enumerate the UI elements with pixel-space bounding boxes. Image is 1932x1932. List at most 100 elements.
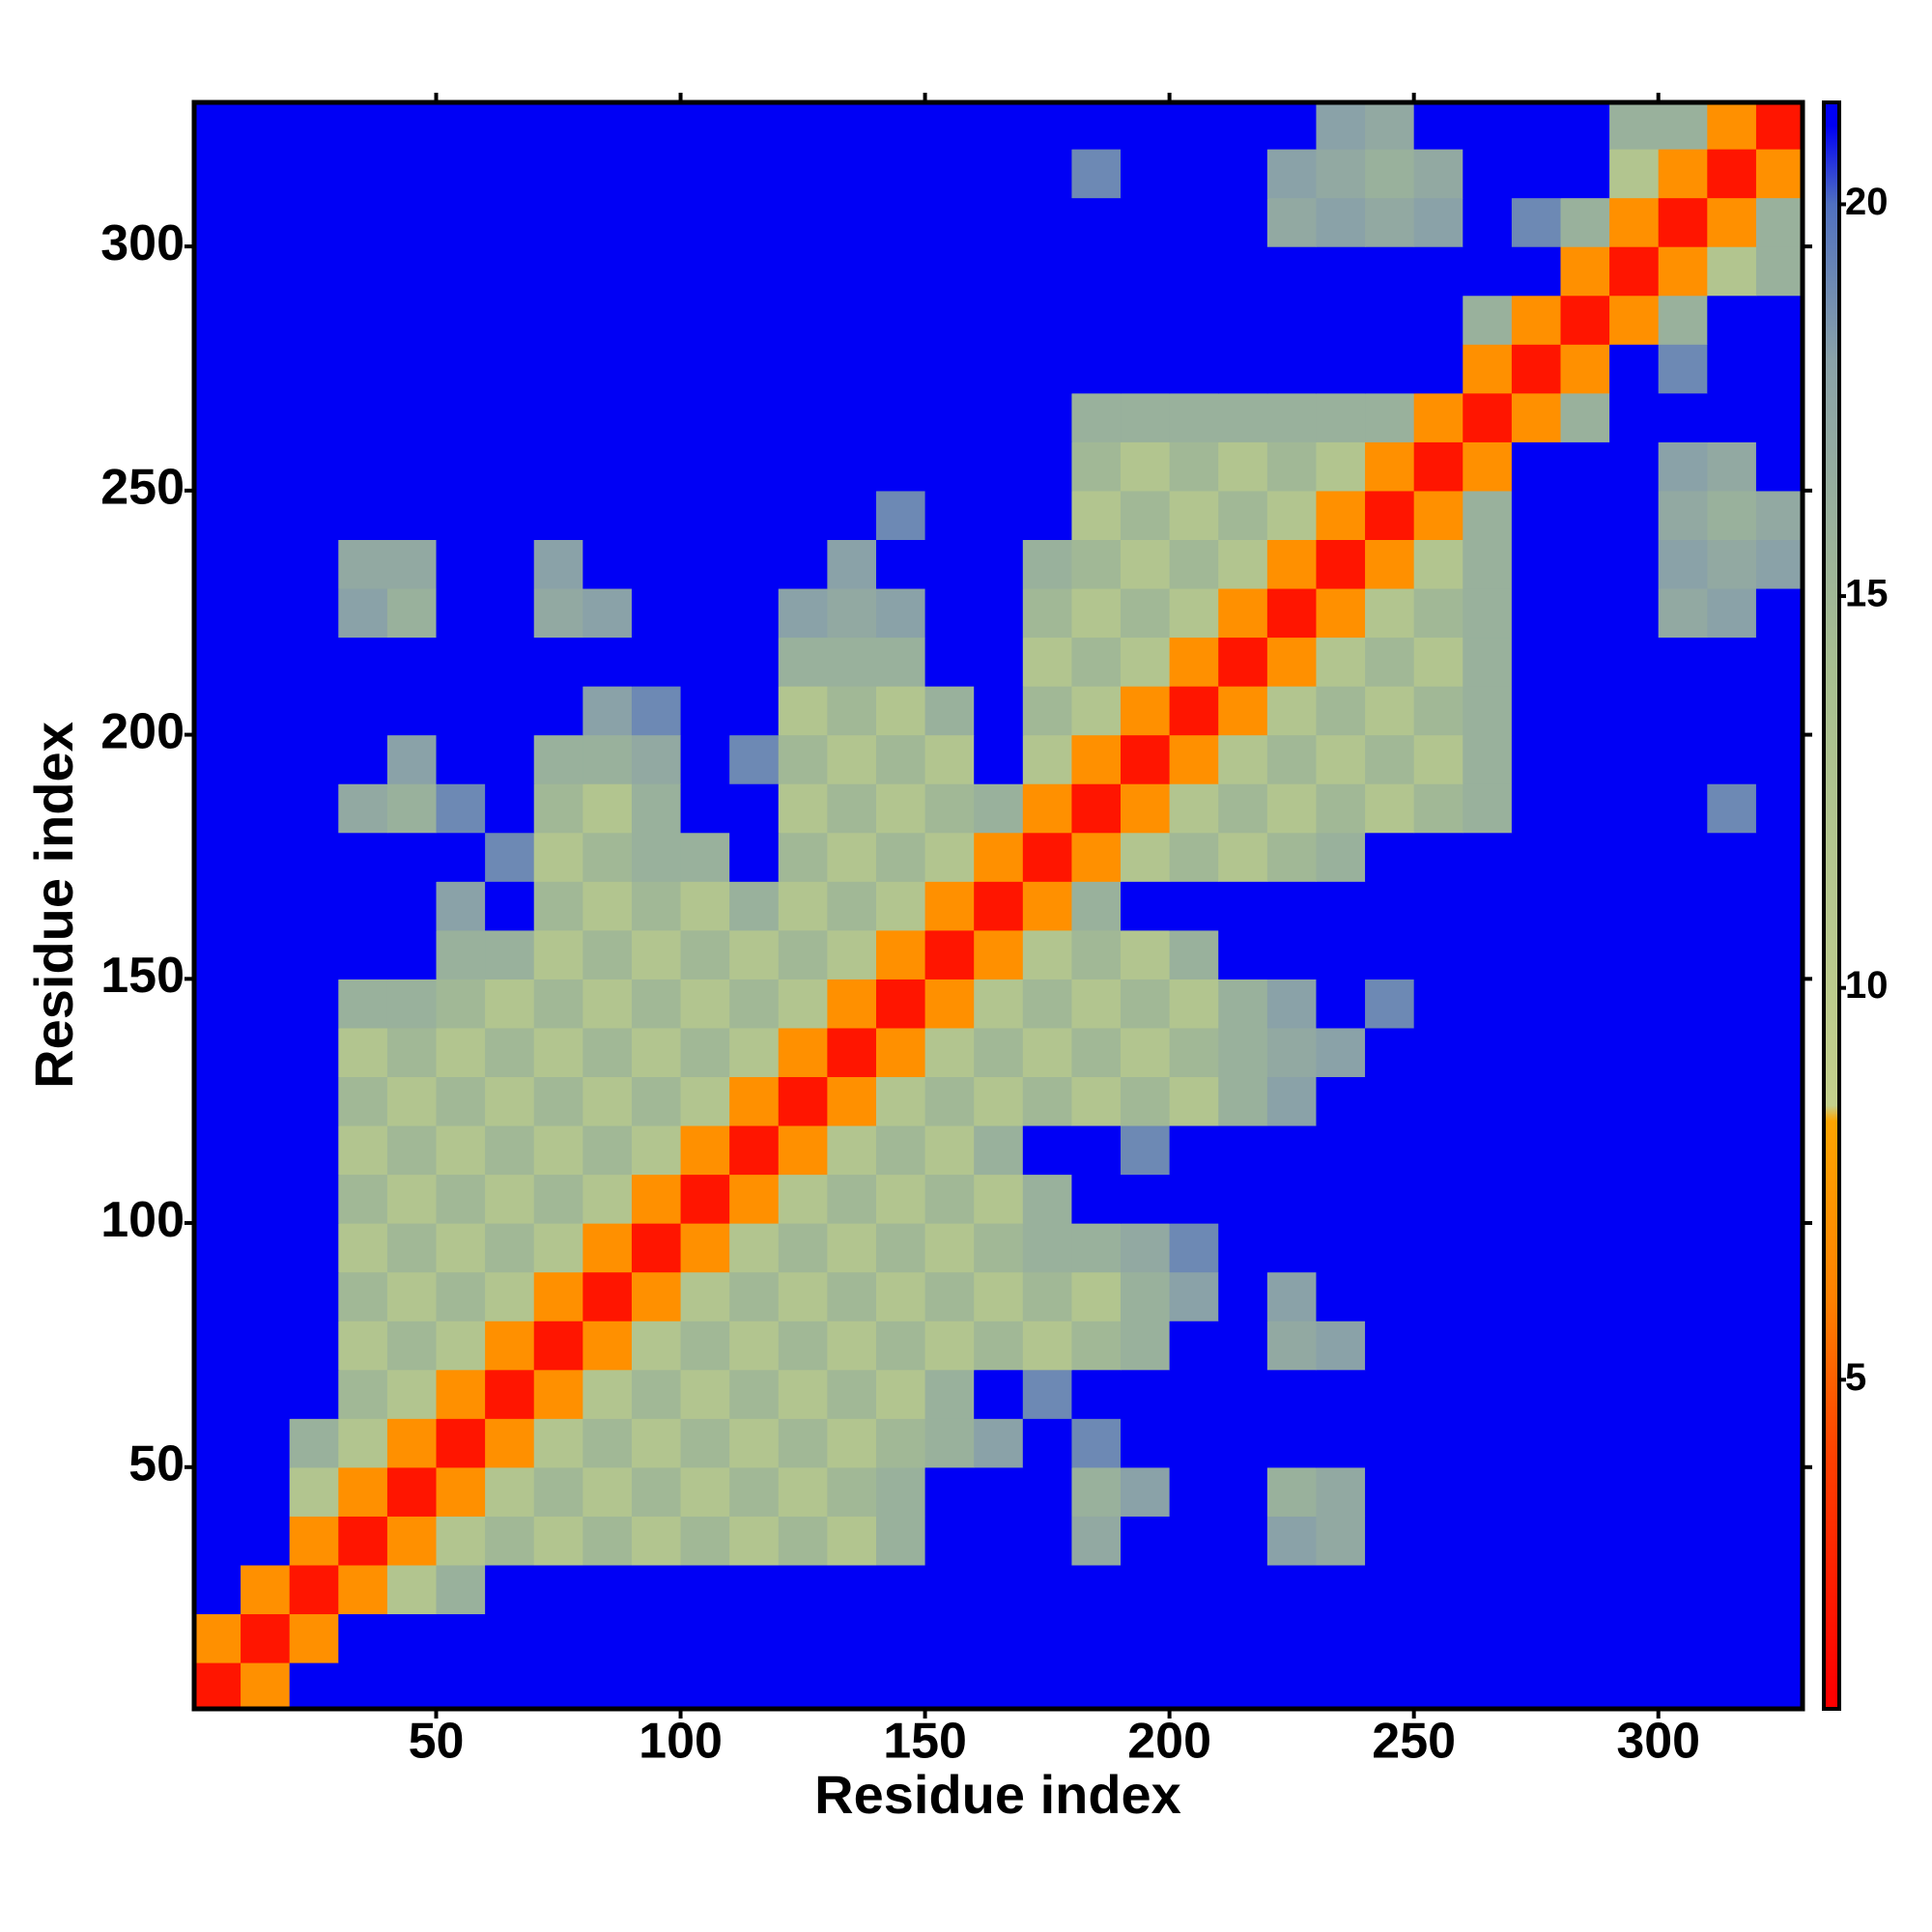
heatmap-cell	[1266, 686, 1318, 736]
heatmap-cell	[533, 295, 583, 345]
heatmap-cell	[194, 539, 242, 589]
heatmap-cell	[778, 929, 828, 980]
heatmap-cell	[875, 929, 926, 980]
heatmap-cell	[974, 1662, 1024, 1709]
heatmap-cell	[1413, 490, 1463, 540]
heatmap-cell	[1266, 392, 1318, 442]
heatmap-cell	[1121, 392, 1171, 442]
heatmap-cell	[1316, 295, 1366, 345]
heatmap-cell	[1169, 1271, 1219, 1321]
heatmap-cell	[827, 1516, 877, 1566]
heatmap-cell	[1560, 832, 1610, 882]
heatmap-cell	[386, 1662, 438, 1709]
heatmap-cell	[1755, 441, 1803, 492]
heatmap-cell	[1609, 1321, 1660, 1371]
heatmap-cell	[875, 246, 926, 297]
heatmap-cell	[1316, 344, 1366, 394]
heatmap-cell	[194, 149, 242, 199]
heatmap-cell	[1560, 392, 1610, 442]
heatmap-cell	[1365, 587, 1415, 639]
heatmap-cell	[778, 1124, 828, 1176]
heatmap-cell	[1266, 441, 1318, 492]
heatmap-cell	[1707, 1027, 1757, 1078]
heatmap-cell	[1609, 1516, 1660, 1566]
heatmap-cell	[1121, 1466, 1171, 1517]
heatmap-cell	[631, 539, 682, 589]
heatmap-cell	[533, 587, 583, 639]
heatmap-cell	[924, 1124, 975, 1176]
heatmap-cell	[875, 392, 926, 442]
heatmap-cell	[875, 881, 926, 931]
heatmap-cell	[974, 197, 1024, 247]
heatmap-cell	[533, 102, 583, 150]
heatmap-cell	[1022, 392, 1073, 442]
heatmap-cell	[1463, 1564, 1513, 1615]
heatmap-cell	[289, 149, 339, 199]
heatmap-cell	[1022, 102, 1073, 150]
heatmap-cell	[1365, 102, 1415, 150]
heatmap-cell	[729, 441, 780, 492]
heatmap-cell	[1463, 490, 1513, 540]
heatmap-cell	[1316, 1662, 1366, 1709]
heatmap-cell	[1658, 929, 1708, 980]
heatmap-cell	[1609, 1174, 1660, 1224]
heatmap-cell	[1658, 490, 1708, 540]
heatmap-cell	[386, 344, 438, 394]
heatmap-cell	[1071, 1418, 1122, 1468]
heatmap-cell	[1022, 929, 1073, 980]
heatmap-cell	[386, 1223, 438, 1273]
heatmap-cell	[680, 637, 730, 687]
heatmap-cell	[1511, 929, 1562, 980]
heatmap-cell	[1511, 686, 1562, 736]
heatmap-cell	[875, 1564, 926, 1615]
heatmap-cell	[1658, 392, 1708, 442]
heatmap-cell	[485, 392, 535, 442]
heatmap-cell	[1121, 102, 1171, 150]
heatmap-cell	[241, 1516, 291, 1566]
heatmap-cell	[1316, 1076, 1366, 1126]
heatmap-cell	[485, 1613, 535, 1663]
heatmap-cell	[485, 832, 535, 882]
heatmap-cell	[1463, 1271, 1513, 1321]
heatmap-cell	[1218, 637, 1268, 687]
heatmap-cell	[338, 490, 388, 540]
heatmap-cell	[1707, 979, 1757, 1029]
heatmap-cell	[386, 637, 438, 687]
heatmap-cell	[1071, 832, 1122, 882]
heatmap-cell	[1266, 734, 1318, 784]
heatmap-cell	[631, 979, 682, 1029]
heatmap-cell	[1413, 734, 1463, 784]
heatmap-cell	[1169, 392, 1219, 442]
heatmap-cell	[924, 734, 975, 784]
heatmap-cell	[680, 149, 730, 199]
heatmap-cell	[1511, 1418, 1562, 1468]
heatmap-cell	[1266, 295, 1318, 345]
heatmap-cell	[1658, 1613, 1708, 1663]
heatmap-cell	[631, 1174, 682, 1224]
heatmap-cell	[386, 1466, 438, 1517]
heatmap-cell	[875, 490, 926, 540]
heatmap-cell	[289, 295, 339, 345]
heatmap-cell	[1755, 1564, 1803, 1615]
heatmap-cell	[1755, 246, 1803, 297]
heatmap-cell	[1658, 1564, 1708, 1615]
heatmap-cell	[289, 197, 339, 247]
heatmap-cell	[1707, 392, 1757, 442]
heatmap-cell	[1365, 1516, 1415, 1566]
heatmap-cell	[533, 1613, 583, 1663]
heatmap-cell	[1365, 1466, 1415, 1517]
heatmap-cell	[485, 1027, 535, 1078]
heatmap-cell	[631, 1124, 682, 1176]
heatmap-cell	[1218, 979, 1268, 1029]
heatmap-cell	[436, 979, 486, 1029]
heatmap-cell	[533, 929, 583, 980]
heatmap-cell	[194, 587, 242, 639]
heatmap-cell	[729, 1124, 780, 1176]
heatmap-cell	[241, 1271, 291, 1321]
heatmap-cell	[631, 1613, 682, 1663]
heatmap-cell	[1022, 1613, 1073, 1663]
heatmap-cell	[1169, 539, 1219, 589]
heatmap-cell	[485, 1662, 535, 1709]
x-tick-label: 50	[409, 1714, 465, 1770]
heatmap-cell	[386, 392, 438, 442]
